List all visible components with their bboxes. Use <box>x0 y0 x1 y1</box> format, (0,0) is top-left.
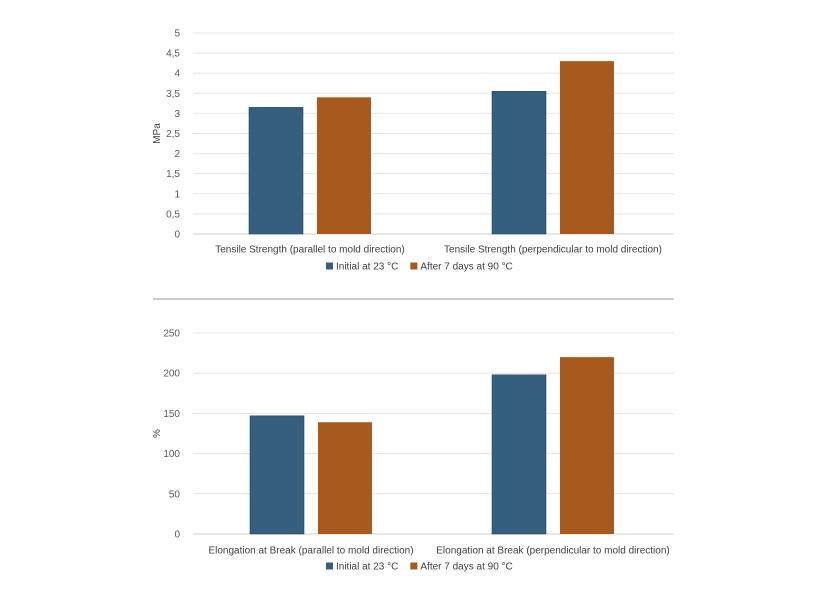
y-axis-label: % <box>152 429 163 438</box>
category-label: Tensile Strength (perpendicular to mold … <box>444 245 662 256</box>
y-tick-label: 1,5 <box>166 169 180 180</box>
bar <box>491 374 547 535</box>
bar <box>491 90 547 235</box>
y-tick-label: 3 <box>174 109 180 120</box>
legend-swatch <box>326 262 333 270</box>
y-tick-label: 1 <box>174 189 180 200</box>
y-tick-label: 5 <box>174 29 180 40</box>
bar <box>560 357 614 534</box>
category-label: Tensile Strength (parallel to mold direc… <box>215 245 405 256</box>
y-tick-label: 4,5 <box>166 49 180 60</box>
bar <box>560 61 614 234</box>
bar <box>318 422 372 534</box>
legend-swatch <box>410 262 418 270</box>
legend-swatch <box>410 562 418 570</box>
bar <box>249 415 305 535</box>
y-tick-label: 2,5 <box>166 129 180 140</box>
y-tick-label: 50 <box>169 489 181 500</box>
y-tick-label: 0,5 <box>166 209 180 220</box>
y-tick-label: 150 <box>163 409 180 420</box>
y-tick-label: 0 <box>174 230 180 241</box>
y-tick-label: 2 <box>174 149 180 160</box>
legend-swatch <box>326 562 333 570</box>
y-tick-label: 0 <box>174 530 180 541</box>
category-label: Elongation at Break (parallel to mold di… <box>208 546 413 557</box>
y-tick-label: 200 <box>163 369 180 380</box>
legend-label: After 7 days at 90 °C <box>420 262 512 273</box>
legend-label: Initial at 23 °C <box>336 262 398 273</box>
y-axis-label: MPa <box>152 123 163 144</box>
bar <box>317 97 371 234</box>
y-tick-label: 100 <box>163 449 180 460</box>
y-tick-label: 250 <box>163 329 180 340</box>
bar <box>248 107 304 235</box>
category-label: Elongation at Break (perpendicular to mo… <box>436 546 669 557</box>
y-tick-label: 3,5 <box>166 89 180 100</box>
legend-label: Initial at 23 °C <box>336 562 398 573</box>
legend-label: After 7 days at 90 °C <box>420 562 512 573</box>
y-tick-label: 4 <box>174 69 180 80</box>
